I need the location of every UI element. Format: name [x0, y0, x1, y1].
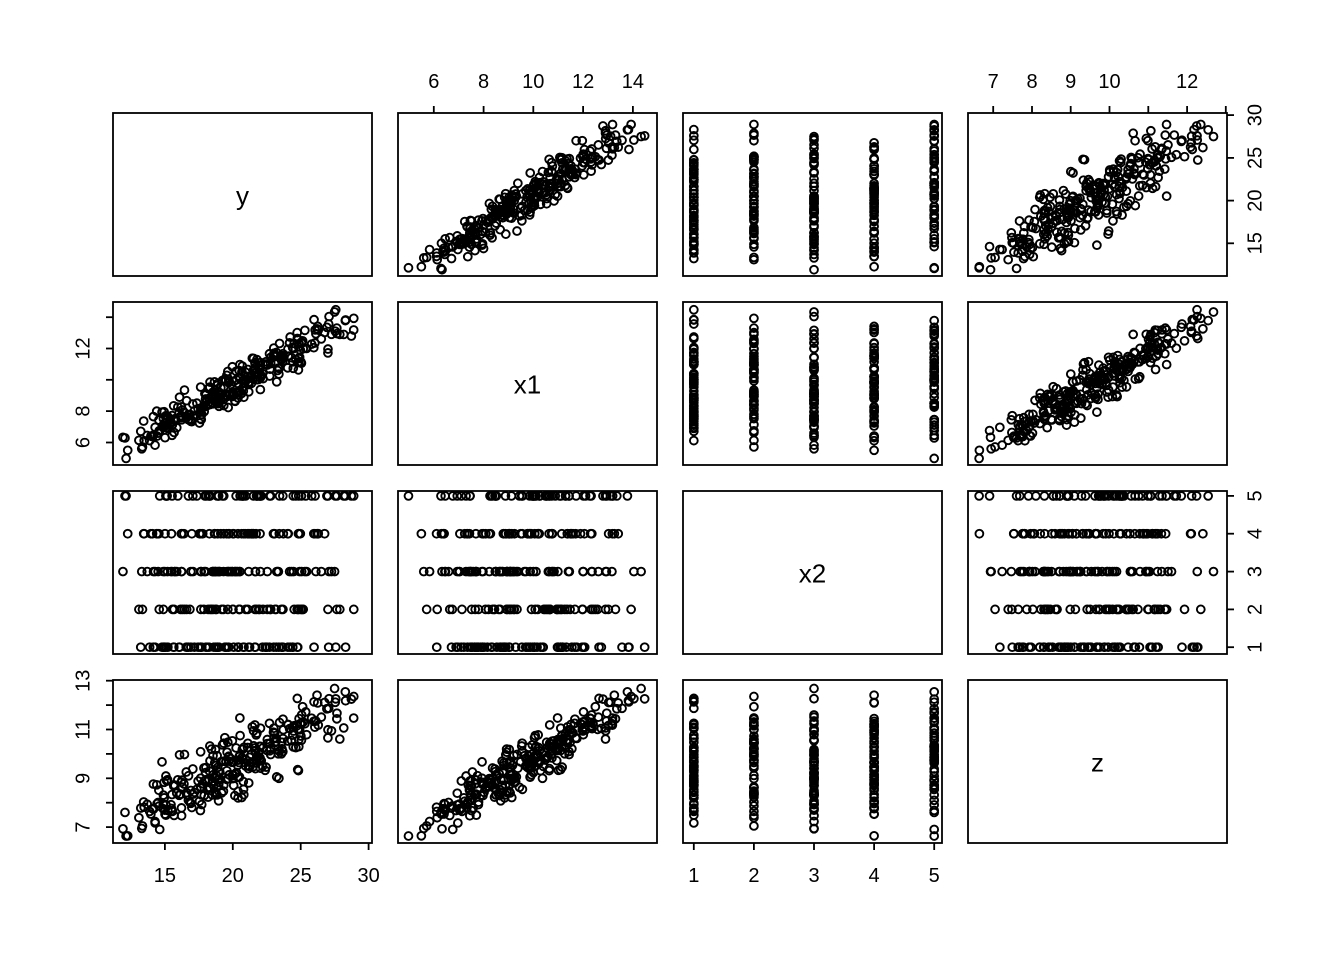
svg-text:x2: x2: [799, 559, 826, 589]
svg-text:3: 3: [1244, 566, 1266, 577]
svg-text:20: 20: [1244, 189, 1266, 211]
svg-text:10: 10: [1098, 71, 1120, 93]
svg-text:30: 30: [357, 865, 379, 887]
svg-text:12: 12: [1176, 71, 1198, 93]
svg-text:4: 4: [1244, 528, 1266, 539]
svg-text:8: 8: [478, 71, 489, 93]
svg-text:7: 7: [72, 822, 94, 833]
svg-text:x1: x1: [514, 370, 541, 400]
svg-text:y: y: [236, 181, 249, 211]
svg-text:6: 6: [72, 437, 94, 448]
svg-text:3: 3: [808, 865, 819, 887]
svg-text:6: 6: [428, 71, 439, 93]
svg-text:9: 9: [72, 773, 94, 784]
svg-text:7: 7: [988, 71, 999, 93]
svg-text:9: 9: [1065, 71, 1076, 93]
svg-text:8: 8: [72, 406, 94, 417]
svg-text:2: 2: [1244, 604, 1266, 615]
svg-text:8: 8: [1026, 71, 1037, 93]
svg-text:13: 13: [72, 670, 94, 692]
svg-text:12: 12: [72, 337, 94, 359]
svg-text:20: 20: [222, 865, 244, 887]
svg-text:1: 1: [688, 865, 699, 887]
svg-text:25: 25: [1244, 147, 1266, 169]
svg-text:11: 11: [72, 719, 94, 740]
svg-text:25: 25: [290, 865, 312, 887]
svg-text:15: 15: [1244, 232, 1266, 254]
svg-text:5: 5: [929, 865, 940, 887]
svg-text:5: 5: [1244, 490, 1266, 501]
svg-text:1: 1: [1244, 642, 1266, 653]
svg-text:14: 14: [622, 71, 644, 93]
svg-text:2: 2: [748, 865, 759, 887]
svg-text:4: 4: [869, 865, 880, 887]
svg-text:15: 15: [154, 865, 176, 887]
svg-text:10: 10: [522, 71, 544, 93]
svg-text:12: 12: [572, 71, 594, 93]
svg-text:30: 30: [1244, 104, 1266, 126]
svg-text:z: z: [1091, 748, 1104, 778]
